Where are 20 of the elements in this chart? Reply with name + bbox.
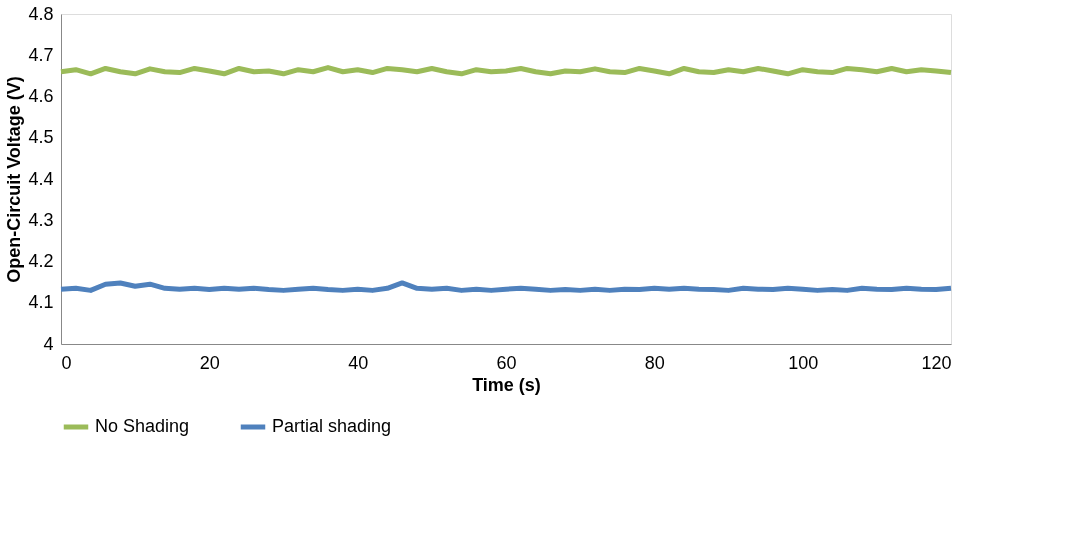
y-tick-label: 4.1 [28,292,54,313]
y-tick-label: 4.4 [28,168,54,189]
x-tick-label: 40 [348,352,369,373]
y-tick-label: 4.6 [28,86,54,106]
x-tick-label: 0 [61,352,72,373]
y-tick-label: 4 [43,333,54,354]
y-tick-label: 4.7 [28,44,54,65]
x-tick-label: 80 [644,352,665,373]
x-axis-title: Time (s) [472,374,541,395]
y-tick-label: 4.2 [28,251,54,271]
x-tick-label: 60 [496,352,517,373]
legend-label: Partial shading [272,416,392,436]
y-tick-label: 4.8 [28,3,54,24]
x-tick-label: 20 [199,352,220,373]
y-tick-label: 4.5 [28,127,54,148]
y-tick-label: 4.3 [28,209,54,230]
legend-label: No Shading [95,416,190,436]
x-tick-label: 100 [788,352,819,373]
y-axis-title: Open-Circuit Voltage (V) [4,76,25,283]
x-tick-label: 120 [921,352,952,373]
